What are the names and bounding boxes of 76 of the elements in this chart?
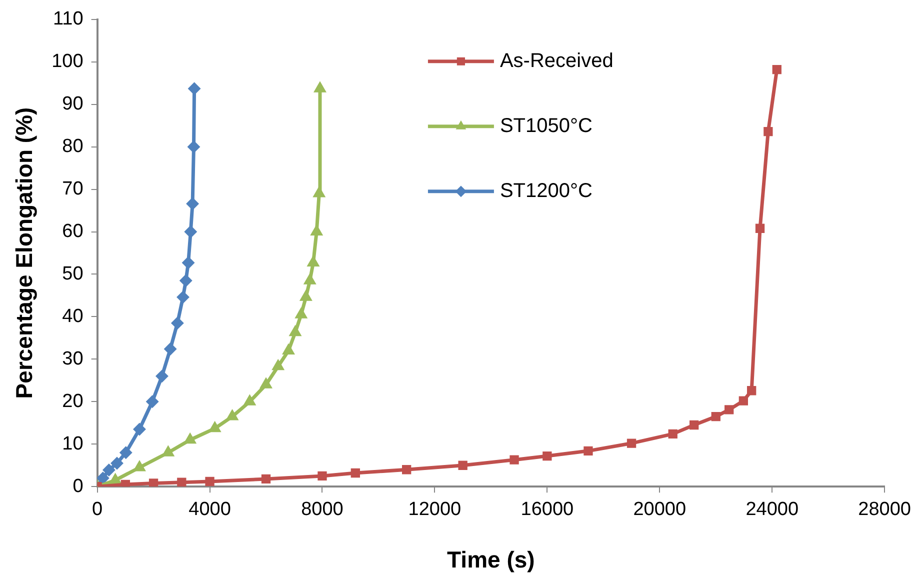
point (738, 396, 748, 406)
point (283, 344, 294, 354)
point (156, 370, 168, 382)
point (542, 451, 552, 461)
point (164, 343, 176, 355)
point (668, 429, 678, 439)
legend-label: As-Received (500, 50, 614, 72)
point (97, 472, 109, 484)
point (205, 476, 214, 486)
x-axis-title: Time (s) (447, 546, 535, 573)
x-tick-label: 12000 (408, 499, 462, 520)
point (311, 226, 322, 236)
x-tick-label: 28000 (858, 499, 912, 520)
point (227, 410, 238, 420)
y-tick-label: 20 (62, 390, 84, 412)
point (172, 317, 184, 329)
point (308, 257, 318, 267)
point (261, 474, 271, 484)
y-tick-label: 70 (62, 178, 84, 200)
legend-label: ST1200°C (500, 180, 592, 202)
point (314, 82, 326, 92)
point (111, 457, 123, 469)
point (690, 420, 699, 430)
point (177, 478, 186, 487)
point (724, 405, 734, 414)
point (350, 468, 360, 478)
point (318, 471, 327, 481)
point (162, 446, 174, 456)
point (626, 438, 636, 448)
point (146, 396, 158, 408)
x-tick-label: 8000 (301, 499, 344, 520)
x-tick-label: 4000 (188, 499, 231, 520)
point (120, 446, 132, 458)
point (584, 446, 593, 456)
point (402, 465, 412, 474)
point (296, 308, 306, 318)
point (186, 198, 198, 210)
y-tick-label: 50 (62, 263, 84, 284)
point (314, 188, 324, 198)
point (110, 474, 121, 484)
y-axis-title: Percentage Elongation (%) (11, 107, 38, 399)
point (747, 386, 756, 396)
y-tick-label: 10 (62, 433, 84, 454)
y-tick-label: 80 (62, 136, 84, 158)
y-tick-label: 110 (53, 8, 84, 30)
point (772, 64, 782, 74)
point (304, 274, 316, 284)
y-tick-label: 90 (62, 94, 84, 115)
point (300, 291, 312, 301)
point (188, 141, 200, 153)
x-tick-label: 20000 (633, 499, 686, 520)
x-tick-label: 16000 (520, 499, 574, 520)
point (148, 478, 158, 487)
point (244, 396, 255, 406)
point (510, 455, 519, 464)
point (134, 424, 146, 436)
point (103, 464, 115, 476)
x-tick-label: 24000 (746, 499, 799, 520)
point (134, 462, 145, 472)
y-tick-label: 40 (62, 306, 84, 327)
point (260, 378, 272, 388)
point (188, 82, 200, 94)
x-tick-label: 0 (92, 499, 103, 520)
y-tick-label: 100 (52, 51, 84, 72)
y-tick-label: 30 (62, 348, 84, 370)
point (711, 412, 720, 422)
point (182, 257, 194, 269)
point (458, 460, 468, 470)
y-tick-label: 60 (62, 221, 84, 242)
y-tick-label: 0 (72, 476, 84, 497)
point (180, 274, 192, 286)
point (755, 224, 765, 233)
legend-label: ST1050°C (500, 114, 592, 137)
point (764, 126, 773, 136)
point (184, 226, 196, 238)
point (177, 291, 189, 303)
